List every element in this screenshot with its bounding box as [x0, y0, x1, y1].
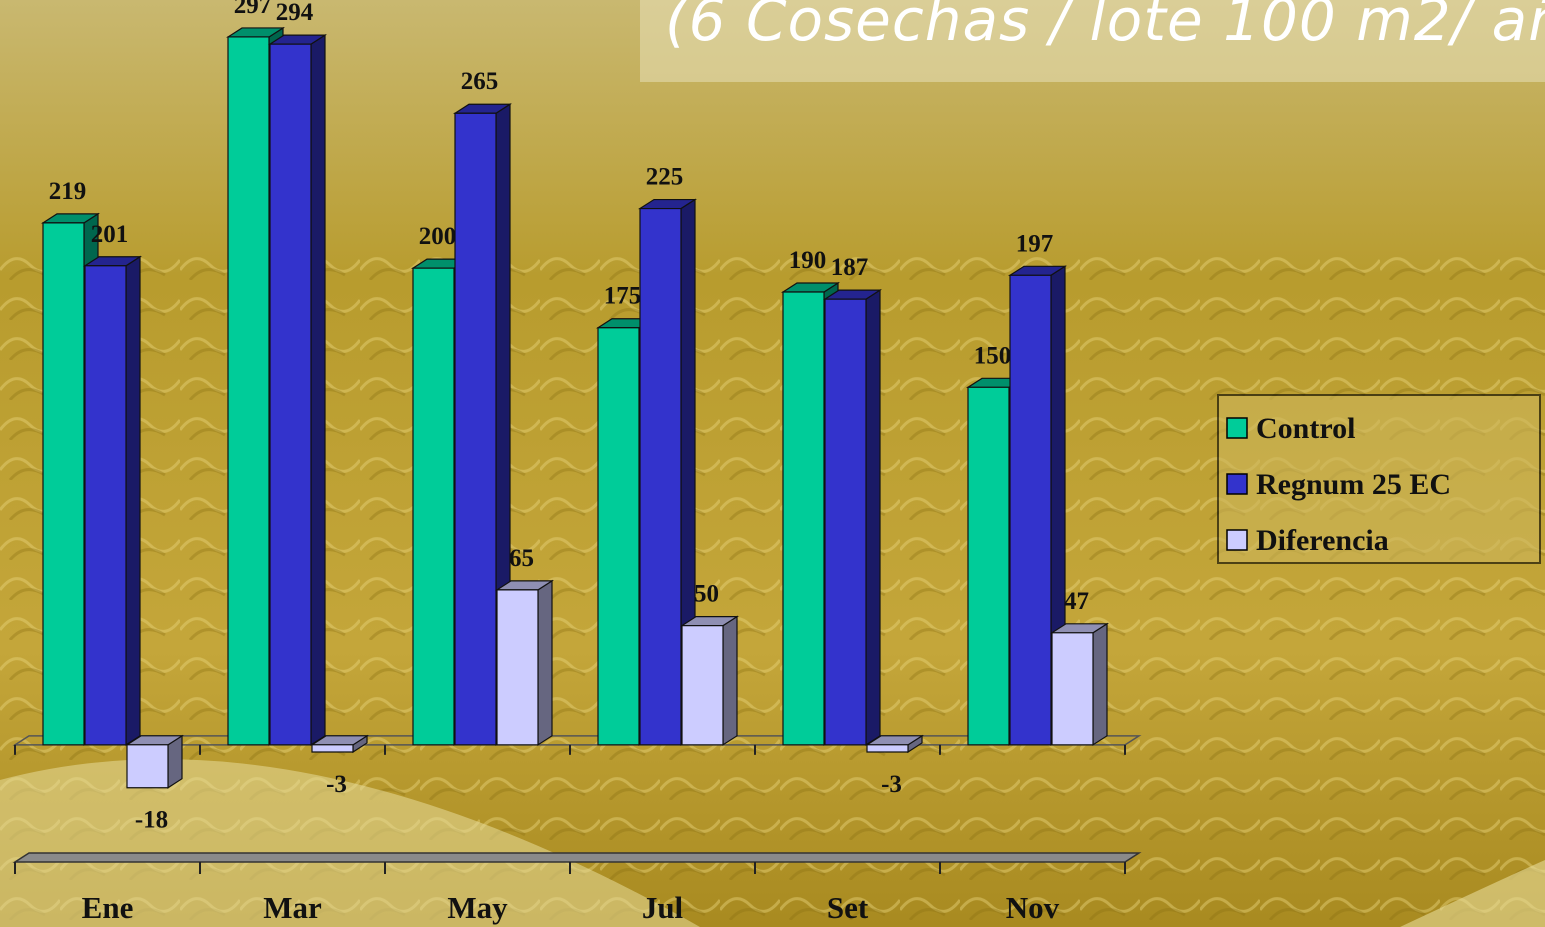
x-tick-label: Ene: [82, 890, 134, 925]
bar: [267, 34, 328, 746]
legend-label: Regnum 25 EC: [1256, 468, 1451, 501]
bar-face: [311, 744, 354, 753]
data-label: 219: [49, 178, 87, 205]
bar-face: [84, 265, 127, 746]
bar-face: [782, 291, 825, 746]
title-box: [640, 0, 1545, 82]
bar-face: [1009, 274, 1052, 746]
bar: [1007, 265, 1068, 746]
bar-face: [125, 255, 141, 746]
legend-swatch: [1226, 417, 1248, 439]
x-tick-label: Jul: [642, 890, 684, 925]
data-label: 297: [234, 0, 272, 19]
bar-face: [824, 298, 867, 746]
bar: [864, 734, 925, 754]
data-label: 187: [831, 254, 869, 281]
data-label: 47: [1064, 588, 1089, 615]
bar: [494, 579, 555, 746]
data-label: 294: [276, 0, 314, 26]
data-label: 197: [1016, 230, 1054, 257]
bar-face: [42, 222, 85, 746]
bar: [822, 289, 883, 746]
data-label: 190: [789, 247, 827, 274]
legend-label: Control: [1256, 412, 1355, 445]
x-tick-label: Nov: [1006, 890, 1060, 925]
bar-face: [1092, 622, 1108, 746]
bar-face: [227, 36, 270, 746]
bar-face: [967, 386, 1010, 746]
bar-face: [1051, 632, 1094, 746]
bar: [309, 734, 370, 754]
bar: [679, 615, 740, 746]
x-tick-label: Mar: [263, 890, 322, 925]
x-tick-label: Set: [827, 890, 869, 925]
bar: [1049, 622, 1110, 746]
bar: [637, 198, 698, 746]
category-axis: [12, 852, 1142, 863]
bar-face: [681, 625, 724, 746]
bar-face: [866, 744, 909, 753]
bar: [124, 734, 185, 789]
bar-face: [454, 112, 497, 746]
background-shape: [1400, 860, 1545, 927]
bar-face: [412, 267, 455, 746]
bar-face: [537, 579, 553, 746]
legend-label: Diferencia: [1256, 524, 1389, 557]
data-label: 175: [604, 283, 642, 310]
data-label: 201: [91, 221, 129, 248]
bar-face: [269, 43, 312, 746]
data-label: 65: [509, 545, 534, 572]
data-label: -18: [135, 807, 168, 834]
legend-swatch: [1226, 473, 1248, 495]
data-label: 150: [974, 342, 1012, 369]
data-label: 225: [646, 164, 684, 191]
data-label: 265: [461, 68, 499, 95]
bar: [82, 255, 143, 746]
x-tick-label: May: [447, 890, 508, 925]
data-label: -3: [881, 771, 902, 798]
data-label: 200: [419, 223, 457, 250]
bar-face: [639, 207, 682, 746]
bar-face: [597, 327, 640, 746]
chart-title: (6 Cosechas / lote 100 m2/ año): [665, 0, 1545, 54]
background-shape: [0, 759, 700, 927]
bar-face: [126, 744, 169, 789]
legend-box: [1217, 394, 1541, 564]
bar-face: [496, 589, 539, 746]
data-label: 50: [694, 581, 719, 608]
bar-face: [865, 289, 881, 746]
legend-swatch: [1226, 529, 1248, 551]
bar-face: [310, 34, 326, 746]
data-label: -3: [326, 771, 347, 798]
bar-face: [722, 615, 738, 746]
